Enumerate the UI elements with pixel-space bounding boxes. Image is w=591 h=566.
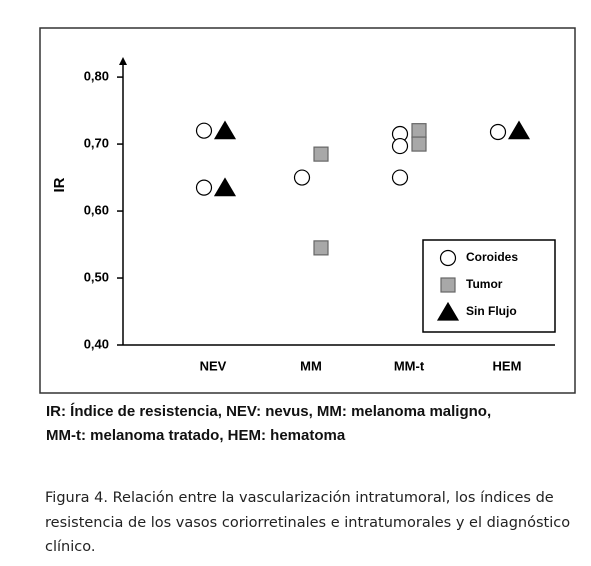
y-tick-label: 0,60 bbox=[84, 202, 109, 217]
legend-label: Coroides bbox=[466, 250, 518, 264]
point bbox=[507, 120, 531, 140]
point bbox=[195, 122, 213, 139]
y-tick-label: 0,80 bbox=[84, 69, 109, 84]
frame bbox=[39, 27, 576, 394]
y-axis-arrow bbox=[119, 57, 127, 65]
y-tick-label: 0,40 bbox=[84, 336, 109, 351]
point bbox=[195, 179, 213, 196]
y-axis-label: IR bbox=[51, 177, 68, 192]
point bbox=[313, 146, 329, 162]
point bbox=[489, 123, 507, 141]
chart: IR 0,40 0,50 0,60 0,70 0,80 NEV MM MM-t HEM Coroi… bbox=[39, 27, 576, 394]
x-tick-label: MM bbox=[300, 358, 322, 373]
point bbox=[293, 169, 311, 186]
legend-label: Sin Flujo bbox=[466, 304, 517, 318]
point bbox=[440, 277, 456, 293]
point bbox=[313, 240, 329, 256]
point bbox=[411, 136, 427, 152]
point bbox=[213, 177, 237, 197]
legend-label: Tumor bbox=[466, 277, 503, 291]
x-tick-label: NEV bbox=[200, 358, 227, 373]
point bbox=[439, 249, 457, 267]
point bbox=[391, 169, 409, 186]
point bbox=[411, 123, 427, 139]
point bbox=[436, 301, 460, 321]
point bbox=[213, 120, 237, 140]
caption: Figura 4. Relación entre la vascularizac… bbox=[45, 490, 554, 506]
x-tick-label: MM-t bbox=[394, 358, 425, 373]
y-tick-label: 0,70 bbox=[84, 136, 109, 151]
caption: resistencia de los vasos coriorretinales… bbox=[45, 515, 571, 531]
y-tick-label: 0,50 bbox=[84, 269, 109, 284]
note: MM-t: melanoma tratado, HEM: hematoma bbox=[46, 427, 346, 444]
note: IR: Índice de resistencia, NEV: nevus, M… bbox=[46, 403, 492, 420]
caption: clínico. bbox=[45, 539, 96, 555]
point bbox=[391, 137, 409, 155]
x-tick-label: HEM bbox=[493, 358, 522, 373]
